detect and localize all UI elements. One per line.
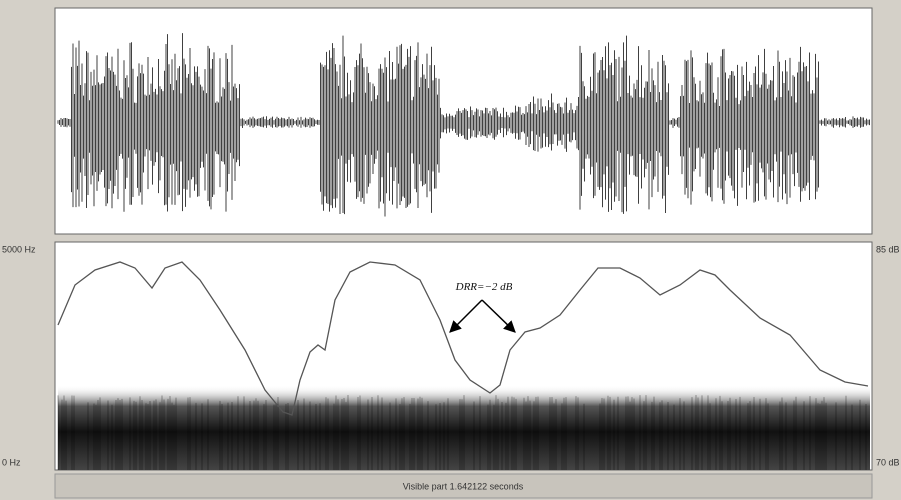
db-bottom-label: 70 dB [876, 457, 900, 467]
db-top-label: 85 dB [876, 244, 900, 254]
freq-bottom-label: 0 Hz [2, 457, 21, 467]
praat-window: DRR=−2 dB 5000 Hz 0 Hz 85 dB 70 dB Visib… [0, 0, 901, 500]
status-text: Visible part 1.642122 seconds [403, 481, 524, 491]
annotation: DRR=−2 dB [455, 281, 513, 293]
freq-top-label: 5000 Hz [2, 244, 36, 254]
page: DRR=−2 dB 5000 Hz 0 Hz 85 dB 70 dB Visib… [0, 0, 901, 500]
